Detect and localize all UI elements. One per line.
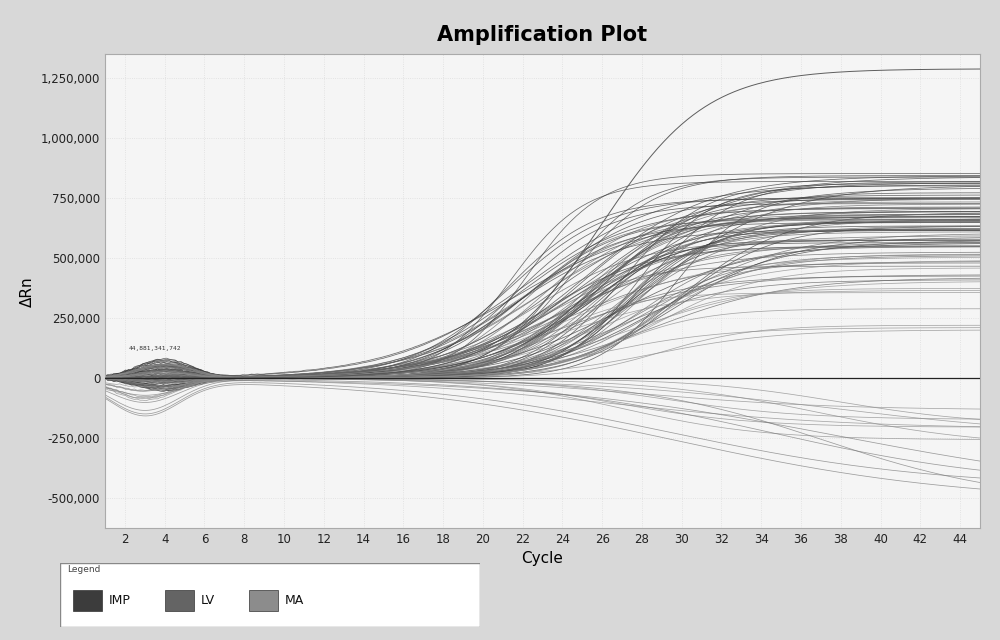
X-axis label: Cycle: Cycle — [522, 552, 563, 566]
Bar — [73, 590, 102, 611]
Bar — [165, 590, 194, 611]
FancyBboxPatch shape — [60, 563, 480, 627]
Title: Amplification Plot: Amplification Plot — [437, 24, 648, 45]
Text: Legend: Legend — [68, 564, 101, 573]
Y-axis label: ΔRn: ΔRn — [20, 276, 35, 307]
Bar — [249, 590, 278, 611]
Text: IMP: IMP — [108, 594, 130, 607]
Text: LV: LV — [201, 594, 215, 607]
Text: MA: MA — [285, 594, 304, 607]
Text: 44,881,341,742: 44,881,341,742 — [129, 346, 181, 351]
